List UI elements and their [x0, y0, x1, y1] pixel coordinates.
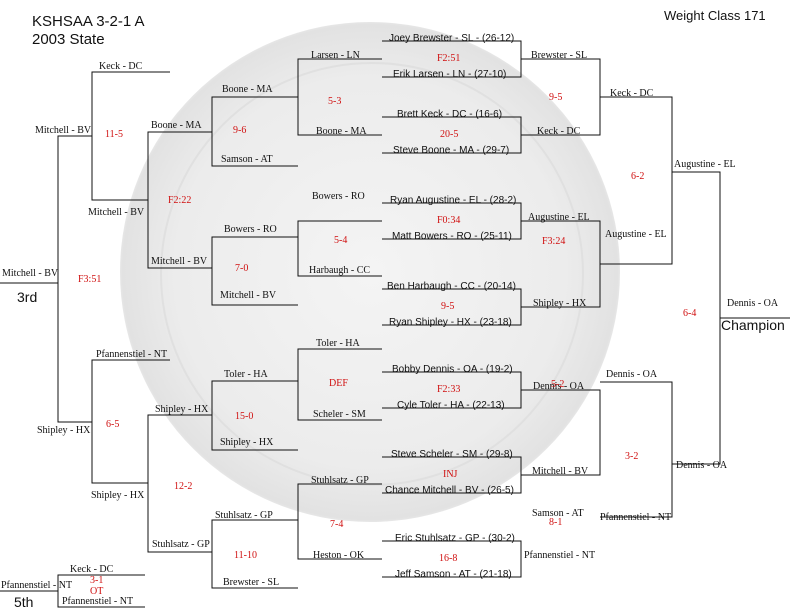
qf-winner-5: Dennis - OA: [533, 381, 585, 392]
cons-r2-7: Stuhlsatz - GP: [215, 510, 273, 521]
entry-5: Ryan Augustine - EL - (28-2): [390, 195, 517, 206]
cons-r2-5: Toler - HA: [224, 369, 268, 380]
score-qf-3: 5-2: [551, 379, 565, 390]
score-cons-r1-2: 5-4: [334, 235, 348, 246]
cons-r4-2: Mitchell - BV: [88, 207, 145, 218]
qf-winner-2: Keck - DC: [537, 126, 581, 137]
champion-label: Champion: [721, 317, 785, 333]
cons-r2-6: Shipley - HX: [220, 437, 274, 448]
third-place-name: Mitchell - BV: [2, 268, 59, 279]
score-cons-r2-2: 7-0: [235, 263, 249, 274]
entry-8: Ryan Shipley - HX - (23-18): [389, 317, 512, 328]
entry-2: Erik Larsen - LN - (27-10): [393, 69, 507, 80]
entry-10: Cyle Toler - HA - (22-13): [397, 400, 505, 411]
score-third: F3:51: [78, 274, 102, 285]
cons-semi-1: Mitchell - BV: [35, 125, 92, 136]
cons-r2-1: Boone - MA: [222, 84, 273, 95]
tournament-title: KSHSAA 3-2-1 A: [32, 13, 145, 30]
cons-r4-1: Keck - DC: [99, 61, 143, 72]
cons-r2-8: Brewster - SL: [223, 577, 280, 588]
cons-r4-4: Shipley - HX: [91, 490, 145, 501]
qf-winner-8: Pfannenstiel - NT: [524, 550, 596, 561]
sf-winner-4: Pfannenstiel - NT: [600, 512, 672, 523]
cons-r1-2: Boone - MA: [316, 126, 367, 137]
champion-name: Dennis - OA: [727, 298, 779, 309]
score-r1-4: 9-5: [441, 301, 455, 312]
score-cons-r1-3: DEF: [329, 378, 348, 389]
fifth-entry-1: Keck - DC: [70, 564, 114, 575]
score-r1-6: INJ: [443, 469, 458, 480]
score-qf-2: F3:24: [542, 236, 566, 247]
cons-r3-4: Stuhlsatz - GP: [152, 539, 210, 550]
entry-12: Chance Mitchell - BV - (26-5): [385, 485, 514, 496]
score-cons-r4-2: 6-5: [106, 419, 120, 430]
finalist-2: Dennis - OA: [676, 460, 728, 471]
qf-winner-4: Shipley - HX: [533, 298, 587, 309]
cons-r2-4: Mitchell - BV: [220, 290, 277, 301]
weight-class-label: Weight Class 171: [664, 9, 766, 22]
score-sf-2: 3-2: [625, 451, 639, 462]
cons-r1-3: Bowers - RO: [312, 191, 365, 202]
score-cons-r2-1: 9-6: [233, 125, 247, 136]
weight-class-text: Weight Class: [664, 8, 741, 23]
cons-r1-5: Toler - HA: [316, 338, 360, 349]
score-fifth: 3-1: [90, 575, 104, 586]
weight-class-value: 171: [743, 8, 766, 23]
score-final: 6-4: [683, 308, 697, 319]
score-cons-r1-1: 5-3: [328, 96, 342, 107]
score-cons-r4-1: 11-5: [105, 129, 123, 140]
third-place-label: 3rd: [17, 289, 38, 305]
entry-14: Jeff Samson - AT - (21-18): [395, 569, 512, 580]
cons-r1-7: Stuhlsatz - GP: [311, 475, 369, 486]
entry-6: Matt Bowers - RO - (25-11): [392, 231, 512, 242]
score-r1-1: F2:51: [437, 53, 461, 64]
cons-r1-8: Heston - OK: [313, 550, 365, 561]
fifth-entry-2: Pfannenstiel - NT: [62, 596, 134, 607]
qf-winner-3: Augustine - EL: [528, 212, 590, 223]
finalist-1: Augustine - EL: [674, 159, 736, 170]
seal-inner-ring: [160, 62, 584, 486]
cons-r1-4: Harbaugh - CC: [309, 265, 371, 276]
score-cons-r1-4: 7-4: [330, 519, 344, 530]
cons-r1-6: Scheler - SM: [313, 409, 366, 420]
cons-r2-2: Samson - AT: [221, 154, 273, 165]
cons-semi-2: Shipley - HX: [37, 425, 91, 436]
entry-1: Joey Brewster - SL - (26-12): [389, 33, 515, 44]
cons-r3-1: Boone - MA: [151, 120, 202, 131]
score-r1-3: F0:34: [437, 215, 461, 226]
entry-7: Ben Harbaugh - CC - (20-14): [387, 281, 516, 292]
score-r1-7: 16-8: [439, 553, 458, 564]
qf-winner-1: Brewster - SL: [531, 50, 588, 61]
score-cons-r2-4: 11-10: [234, 550, 257, 561]
score-r1-2: 20-5: [440, 129, 459, 140]
fifth-place-name: Pfannenstiel - NT: [1, 580, 73, 591]
score-cons-r3-1: F2:22: [168, 195, 192, 206]
entry-9: Bobby Dennis - OA - (19-2): [392, 364, 513, 375]
cons-r3-2: Mitchell - BV: [151, 256, 208, 267]
sf-winner-2: Augustine - EL: [605, 229, 667, 240]
cons-r4-3: Pfannenstiel - NT: [96, 349, 168, 360]
cons-r2-3: Bowers - RO: [224, 224, 277, 235]
sf-winner-3: Dennis - OA: [606, 369, 658, 380]
sf-winner-1: Keck - DC: [610, 88, 654, 99]
tournament-subtitle: 2003 State: [32, 31, 105, 48]
entry-11: Steve Scheler - SM - (29-8): [391, 449, 513, 460]
qf-winner-7: Samson - AT: [532, 508, 584, 519]
qf-winner-6: Mitchell - BV: [532, 466, 589, 477]
score-cons-r3-2: 12-2: [174, 481, 193, 492]
score-sf-1: 6-2: [631, 171, 645, 182]
score-qf-1: 9-5: [549, 92, 563, 103]
entry-13: Eric Stuhlsatz - GP - (30-2): [395, 533, 515, 544]
fifth-place-label: 5th: [14, 594, 34, 610]
score-r1-5: F2:33: [437, 384, 461, 395]
entry-3: Brett Keck - DC - (16-6): [397, 109, 503, 120]
cons-r1-1: Larsen - LN: [311, 50, 360, 61]
score-cons-r2-3: 15-0: [235, 411, 254, 422]
entry-4: Steve Boone - MA - (29-7): [393, 145, 510, 156]
cons-r3-3: Shipley - HX: [155, 404, 209, 415]
score-fifth-note: OT: [90, 586, 104, 597]
score-qf-4: 8-1: [549, 517, 563, 528]
